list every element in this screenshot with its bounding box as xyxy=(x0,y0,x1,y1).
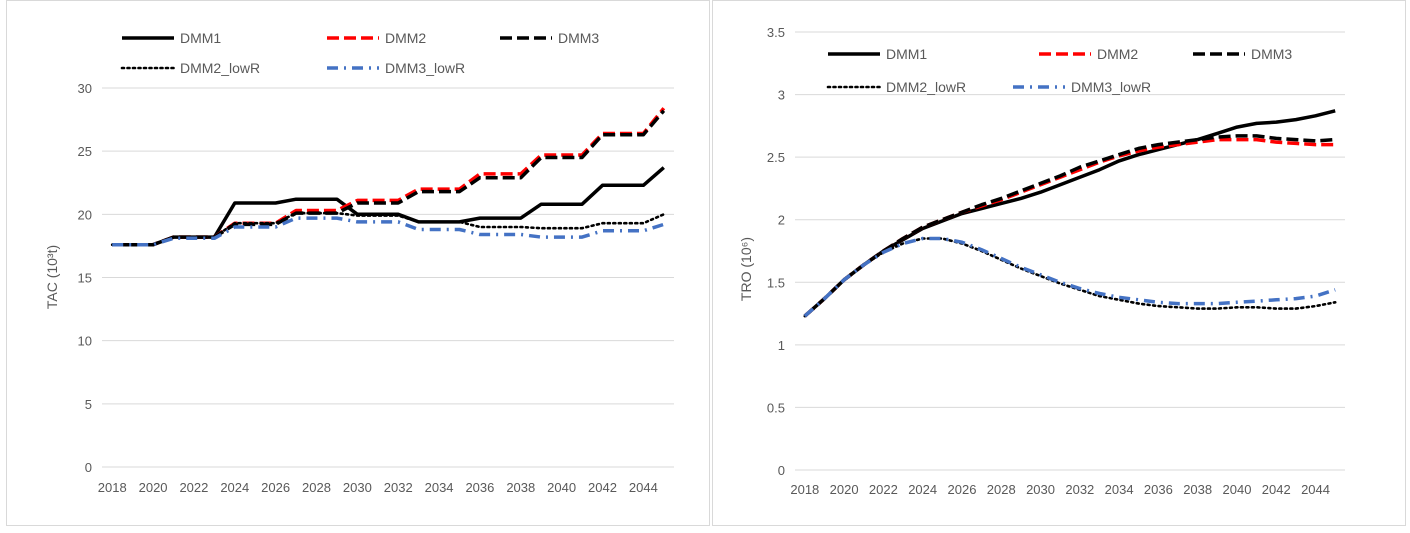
x-tick-label: 2026 xyxy=(948,482,977,497)
legend-label: DMM2 xyxy=(385,30,426,46)
x-tick-label: 2038 xyxy=(1183,482,1212,497)
x-tick-label: 2022 xyxy=(179,480,208,495)
x-tick-label: 2026 xyxy=(261,480,290,495)
x-tick-label: 2028 xyxy=(987,482,1016,497)
x-tick-label: 2030 xyxy=(343,480,372,495)
legend-label: DMM1 xyxy=(180,30,221,46)
y-tick-label: 0.5 xyxy=(767,400,785,415)
y-tick-label: 3 xyxy=(778,88,785,103)
series-line-dmm3-lowr xyxy=(803,236,1336,318)
tac-chart-panel: 0 5 10 15 20 25 30 2018 2020 2022 2024 2026 2028 2030… xyxy=(6,0,710,526)
x-tick-label: 2024 xyxy=(908,482,937,497)
tro-chart-panel: 0 0.5 1 1.5 2 2.5 3 3.5 2018 2020 2022 2024 2026 2028… xyxy=(712,0,1406,526)
y-tick-label: 1.5 xyxy=(767,275,785,290)
legend-label: DMM3_lowR xyxy=(1071,79,1151,95)
tac-chart: 0 5 10 15 20 25 30 2018 2020 2022 2024 2026 2028 2030… xyxy=(44,30,674,495)
series-line-dmm2 xyxy=(803,137,1336,318)
x-tick-label: 2030 xyxy=(1026,482,1055,497)
series-line-dmm2 xyxy=(112,107,666,247)
x-tick-label: 2028 xyxy=(302,480,331,495)
legend-label: DMM3 xyxy=(558,30,599,46)
x-tick-label: 2040 xyxy=(1223,482,1252,497)
x-tick-label: 2018 xyxy=(98,480,127,495)
legend-label: DMM3_lowR xyxy=(385,60,465,76)
y-tick-label: 0 xyxy=(778,463,785,478)
y-tick-label: 1 xyxy=(778,338,785,353)
series-line-dmm3-lowr xyxy=(112,216,665,247)
legend-label: DMM1 xyxy=(886,46,927,62)
y-tick-label: 2.5 xyxy=(767,150,785,165)
legend-label: DMM2_lowR xyxy=(886,79,966,95)
x-tick-label: 2036 xyxy=(1144,482,1173,497)
x-tick-label: 2042 xyxy=(1262,482,1291,497)
x-tick-label: 2034 xyxy=(1105,482,1134,497)
y-tick-label: 15 xyxy=(78,271,92,286)
legend-label: DMM2_lowR xyxy=(180,60,260,76)
x-tick-label: 2044 xyxy=(629,480,658,495)
series-line-dmm2-lowr xyxy=(803,237,1337,318)
x-tick-label: 2020 xyxy=(830,482,859,497)
y-tick-label: 3.5 xyxy=(767,25,785,40)
series-line-dmm1 xyxy=(112,166,665,247)
y-tick-label: 5 xyxy=(85,397,92,412)
x-tick-label: 2032 xyxy=(1065,482,1094,497)
legend-label: DMM3 xyxy=(1251,46,1292,62)
x-tick-label: 2038 xyxy=(506,480,535,495)
legend-label: DMM2 xyxy=(1097,46,1138,62)
x-tick-label: 2020 xyxy=(139,480,168,495)
y-tick-label: 2 xyxy=(778,213,785,228)
x-tick-label: 2024 xyxy=(220,480,249,495)
y-axis-title: TAC (10³t) xyxy=(44,245,60,309)
x-tick-label: 2034 xyxy=(425,480,454,495)
x-tick-label: 2032 xyxy=(384,480,413,495)
x-tick-label: 2042 xyxy=(588,480,617,495)
y-axis-title: TRO (10⁶) xyxy=(738,237,754,301)
y-tick-label: 25 xyxy=(78,144,92,159)
x-tick-label: 2018 xyxy=(790,482,819,497)
x-tick-label: 2022 xyxy=(869,482,898,497)
tro-chart: 0 0.5 1 1.5 2 2.5 3 3.5 2018 2020 2022 2024 2026 2028… xyxy=(738,25,1345,497)
y-tick-label: 0 xyxy=(85,460,92,475)
y-tick-label: 30 xyxy=(78,81,92,96)
x-tick-label: 2044 xyxy=(1301,482,1330,497)
x-tick-label: 2036 xyxy=(465,480,494,495)
y-tick-label: 10 xyxy=(78,334,92,349)
x-tick-label: 2040 xyxy=(547,480,576,495)
y-tick-label: 20 xyxy=(78,207,92,222)
series-line-dmm3 xyxy=(803,134,1336,318)
series-line-dmm3 xyxy=(112,109,666,247)
